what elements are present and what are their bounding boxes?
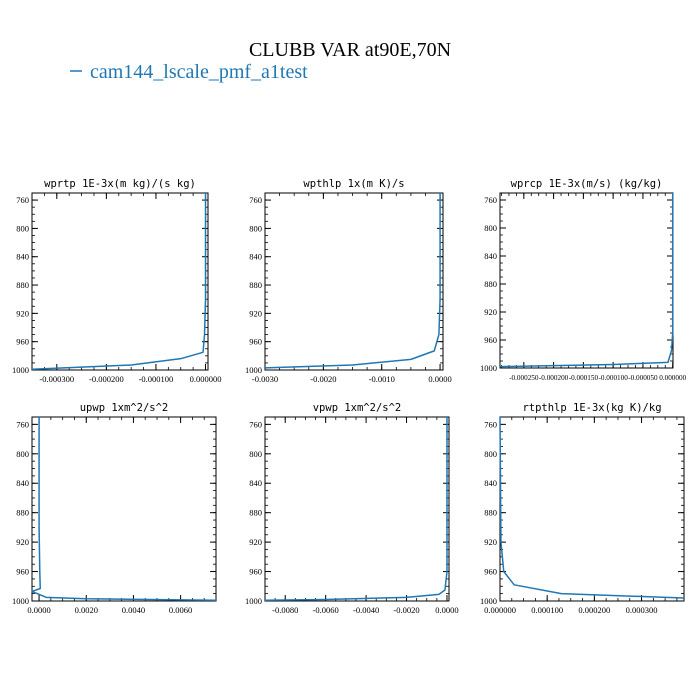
x-tick-label: -0.000150 [569, 374, 599, 382]
x-tick-label: 0.000300 [626, 605, 658, 615]
y-tick-label: 760 [484, 419, 497, 429]
y-tick-label: 880 [249, 280, 262, 290]
y-tick-label: 1000 [480, 596, 497, 606]
x-tick-label: -0.000200 [539, 374, 569, 382]
x-tick-label: 0.0040 [122, 605, 145, 615]
plot-frame [264, 416, 450, 602]
plot-frame [499, 192, 674, 369]
x-tick-label: 0.0000 [428, 374, 451, 384]
panel-title: wprtp 1E-3x(m kg)/(s kg) [44, 178, 196, 190]
panel-6: rtpthlp 1E-3x(kg K)/kg 760 800 840 880 920 960… [480, 402, 685, 615]
x-tick-label: 0.000000 [484, 605, 516, 615]
plot-frame [499, 416, 685, 602]
y-tick-label: 960 [484, 335, 497, 345]
x-tick-label: -0.000100 [598, 374, 628, 382]
y-tick-label: 800 [16, 449, 29, 459]
x-tick-label: -0.0060 [313, 605, 339, 615]
y-tick-label: 800 [249, 223, 262, 233]
y-tick-label: 760 [16, 419, 29, 429]
y-tick-label: 1000 [12, 365, 29, 375]
legend-label: cam144_lscale_pmf_a1test [90, 61, 308, 83]
x-tick-label: -0.0030 [252, 374, 278, 384]
y-tick-label: 960 [249, 567, 262, 577]
y-tick-label: 800 [484, 223, 497, 233]
y-tick-label: 840 [249, 252, 262, 262]
figure-legend: cam144_lscale_pmf_a1test [70, 61, 308, 83]
y-tick-label: 800 [484, 449, 497, 459]
x-tick-label: 0.000000 [190, 374, 222, 384]
panel-5: vpwp 1xm^2/s^2 760 800 840 880 920 960 1000 -0.0… [245, 402, 459, 615]
panel-title: vpwp 1xm^2/s^2 [313, 402, 402, 414]
y-tick-label: 760 [249, 195, 262, 205]
y-tick-label: 880 [484, 508, 497, 518]
y-tick-label: 840 [16, 478, 29, 488]
x-tick-label: 0.0000 [27, 605, 50, 615]
x-tick-label: 0.0060 [169, 605, 192, 615]
y-tick-label: 760 [484, 195, 497, 205]
x-tick-label: -0.0040 [353, 605, 379, 615]
y-tick-label: 840 [249, 478, 262, 488]
panel-title: wpthlp 1x(m K)/s [303, 178, 404, 190]
panel-title: wprcp 1E-3x(m/s) (kg/kg) [511, 178, 663, 190]
panel-1: wprtp 1E-3x(m kg)/(s kg) 760 800 840 880 920 9… [12, 178, 221, 384]
y-tick-label: 800 [249, 449, 262, 459]
y-tick-label: 1000 [12, 596, 29, 606]
x-tick-label: 0.000200 [578, 605, 610, 615]
plot-frame [264, 192, 444, 371]
y-tick-label: 880 [16, 280, 29, 290]
x-tick-label: -0.000300 [39, 374, 74, 384]
y-tick-label: 1000 [245, 596, 262, 606]
y-tick-label: 760 [249, 419, 262, 429]
y-tick-label: 960 [16, 567, 29, 577]
y-tick-label: 840 [484, 251, 497, 261]
series-line [31, 193, 207, 371]
y-tick-label: 880 [484, 279, 497, 289]
x-tick-label: -0.000250 [509, 374, 539, 382]
panel-title: upwp 1xm^2/s^2 [80, 402, 169, 414]
x-tick-label: -0.000050 [628, 374, 658, 382]
figure-title: CLUBB VAR at90E,70N [249, 39, 451, 61]
y-tick-label: 1000 [245, 365, 262, 375]
y-tick-label: 920 [16, 308, 29, 318]
series-line [499, 193, 674, 368]
y-tick-label: 760 [16, 195, 29, 205]
x-tick-label: 0.000000 [659, 374, 686, 382]
y-tick-label: 960 [484, 567, 497, 577]
y-tick-label: 840 [484, 478, 497, 488]
x-tick-label: -0.0020 [393, 605, 419, 615]
series-line [31, 417, 217, 602]
x-tick-label: -0.0010 [369, 374, 395, 384]
y-tick-label: 920 [484, 307, 497, 317]
plot-frame [31, 192, 209, 371]
y-tick-label: 920 [249, 308, 262, 318]
y-tick-label: 880 [249, 508, 262, 518]
y-tick-label: 920 [484, 537, 497, 547]
x-tick-label: -0.0080 [272, 605, 298, 615]
panel-4: upwp 1xm^2/s^276080084088092096010000.00… [12, 402, 217, 615]
panel-3: wprcp 1E-3x(m/s) (kg/kg) 760 800 840 880 920 9… [480, 178, 687, 382]
y-tick-label: 1000 [480, 363, 497, 373]
panel-2: wpthlp 1x(m K)/s7608008408809209601000-0… [245, 178, 452, 384]
x-tick-label: 0.000100 [531, 605, 563, 615]
y-tick-label: 920 [16, 537, 29, 547]
panel-title: rtpthlp 1E-3x(kg K)/kg [522, 402, 661, 414]
series-line [499, 416, 685, 599]
y-tick-label: 960 [249, 337, 262, 347]
y-tick-label: 840 [16, 252, 29, 262]
y-tick-label: 800 [16, 223, 29, 233]
series-line [264, 193, 441, 369]
y-tick-label: 880 [16, 508, 29, 518]
x-tick-label: -0.0020 [310, 374, 336, 384]
x-tick-label: 0.0020 [75, 605, 98, 615]
series-line [264, 417, 448, 602]
x-tick-label: 0.0000 [435, 605, 458, 615]
x-tick-label: -0.000100 [139, 374, 174, 384]
y-tick-label: 920 [249, 537, 262, 547]
y-tick-label: 960 [16, 337, 29, 347]
x-tick-label: -0.000200 [89, 374, 124, 384]
panels: wprtp 1E-3x(m kg)/(s kg) 760 800 840 880 920 9… [12, 178, 687, 615]
plot-frame [31, 416, 217, 602]
